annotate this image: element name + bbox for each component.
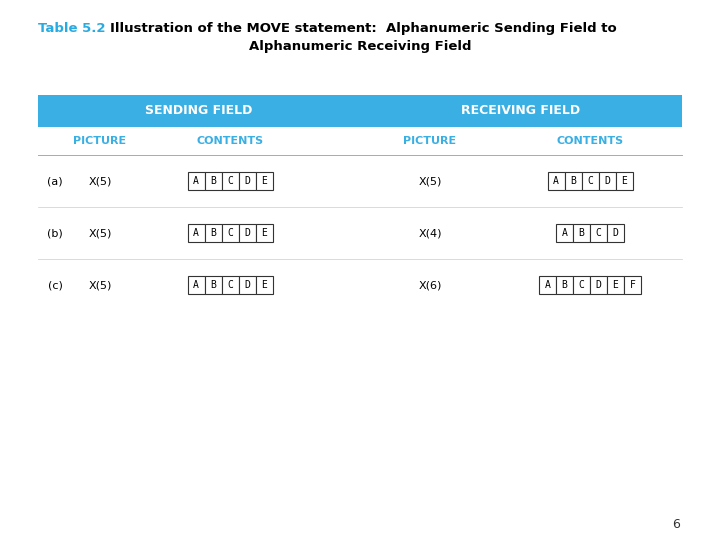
Text: X(6): X(6) [418, 280, 441, 290]
Bar [238, 276, 256, 294]
Text: X(4): X(4) [418, 228, 442, 238]
Text: (b): (b) [47, 228, 63, 238]
Text: D: D [613, 228, 618, 238]
Text: Table 5.2: Table 5.2 [38, 22, 106, 35]
Bar [256, 276, 272, 294]
Text: A: A [553, 176, 559, 186]
Bar [556, 224, 573, 242]
Bar [187, 172, 204, 190]
Text: C: C [227, 228, 233, 238]
Text: RECEIVING FIELD: RECEIVING FIELD [462, 105, 580, 118]
Text: PICTURE: PICTURE [73, 136, 127, 146]
Text: (a): (a) [48, 176, 63, 186]
Bar [607, 224, 624, 242]
Bar [582, 172, 598, 190]
Text: E: E [261, 228, 267, 238]
Bar [547, 172, 564, 190]
Bar [607, 276, 624, 294]
Text: X(5): X(5) [89, 176, 112, 186]
Bar [573, 276, 590, 294]
Text: D: D [595, 280, 601, 290]
Text: C: C [595, 228, 601, 238]
Bar [222, 276, 238, 294]
Text: C: C [587, 176, 593, 186]
Text: SENDING FIELD: SENDING FIELD [145, 105, 253, 118]
Bar [187, 276, 204, 294]
Text: B: B [210, 280, 216, 290]
Text: CONTENTS: CONTENTS [197, 136, 264, 146]
Text: Illustration of the MOVE statement:  Alphanumeric Sending Field to: Illustration of the MOVE statement: Alph… [110, 22, 617, 35]
Text: D: D [244, 228, 250, 238]
Bar [204, 276, 222, 294]
Text: CONTENTS: CONTENTS [557, 136, 624, 146]
Text: X(5): X(5) [89, 228, 112, 238]
Bar [38, 95, 682, 127]
Bar [238, 224, 256, 242]
Bar [204, 172, 222, 190]
Text: (c): (c) [48, 280, 63, 290]
Text: F: F [629, 280, 636, 290]
Bar [590, 224, 607, 242]
Text: B: B [570, 176, 576, 186]
Text: E: E [261, 280, 267, 290]
Text: A: A [544, 280, 550, 290]
Text: A: A [193, 228, 199, 238]
Text: 6: 6 [672, 518, 680, 531]
Text: B: B [210, 176, 216, 186]
Bar [204, 224, 222, 242]
Text: PICTURE: PICTURE [403, 136, 456, 146]
Bar [222, 172, 238, 190]
Text: D: D [604, 176, 610, 186]
Bar [556, 276, 573, 294]
Bar [616, 172, 632, 190]
Text: C: C [227, 280, 233, 290]
Bar [238, 172, 256, 190]
Text: B: B [579, 228, 585, 238]
Bar [539, 276, 556, 294]
Text: B: B [562, 280, 567, 290]
Text: C: C [227, 176, 233, 186]
Bar [624, 276, 641, 294]
Bar [573, 224, 590, 242]
Text: Alphanumeric Receiving Field: Alphanumeric Receiving Field [248, 40, 472, 53]
Bar [590, 276, 607, 294]
Text: E: E [261, 176, 267, 186]
Text: D: D [244, 280, 250, 290]
Bar [598, 172, 616, 190]
Text: E: E [621, 176, 627, 186]
Text: E: E [613, 280, 618, 290]
Bar [256, 224, 272, 242]
Text: D: D [244, 176, 250, 186]
Text: B: B [210, 228, 216, 238]
Text: A: A [193, 176, 199, 186]
Text: A: A [562, 228, 567, 238]
Bar [564, 172, 582, 190]
Text: X(5): X(5) [418, 176, 441, 186]
Text: X(5): X(5) [89, 280, 112, 290]
Bar [187, 224, 204, 242]
Bar [222, 224, 238, 242]
Text: A: A [193, 280, 199, 290]
Bar [256, 172, 272, 190]
Text: C: C [579, 280, 585, 290]
